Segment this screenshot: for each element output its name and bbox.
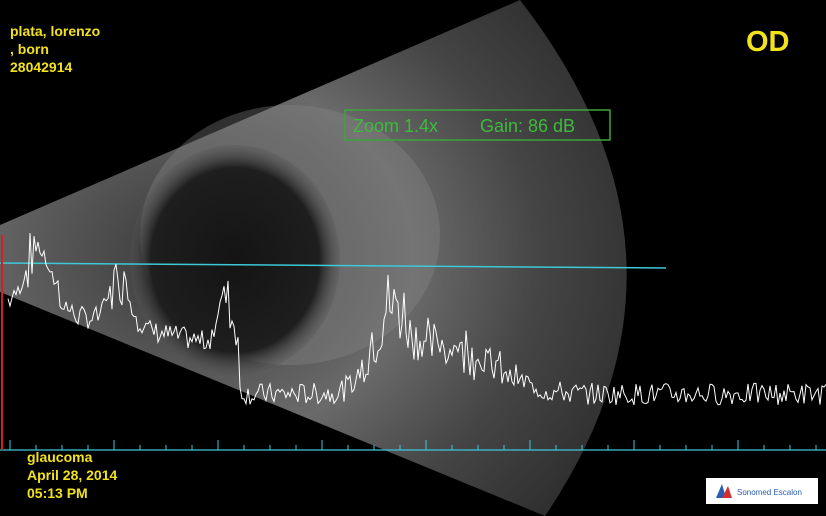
- logo-text: Sonomed Escalon: [737, 488, 802, 497]
- patient-name: plata, lorenzo: [10, 23, 100, 39]
- patient-born: , born: [10, 41, 49, 57]
- zoom: Zoom 1.4x: [353, 116, 438, 136]
- patient-id: 28042914: [10, 59, 73, 75]
- ultrasound-screen: plata, lorenzo , born 28042914 OD Zoom 1…: [0, 0, 826, 516]
- time: 05:13 PM: [27, 485, 88, 501]
- eye-label: OD: [746, 26, 790, 58]
- page: plata, lorenzo , born 28042914 OD Zoom 1…: [0, 0, 826, 516]
- globe: [130, 145, 340, 375]
- diagnosis: glaucoma: [27, 449, 93, 465]
- gain: Gain: 86 dB: [480, 116, 575, 136]
- date: April 28, 2014: [27, 467, 117, 483]
